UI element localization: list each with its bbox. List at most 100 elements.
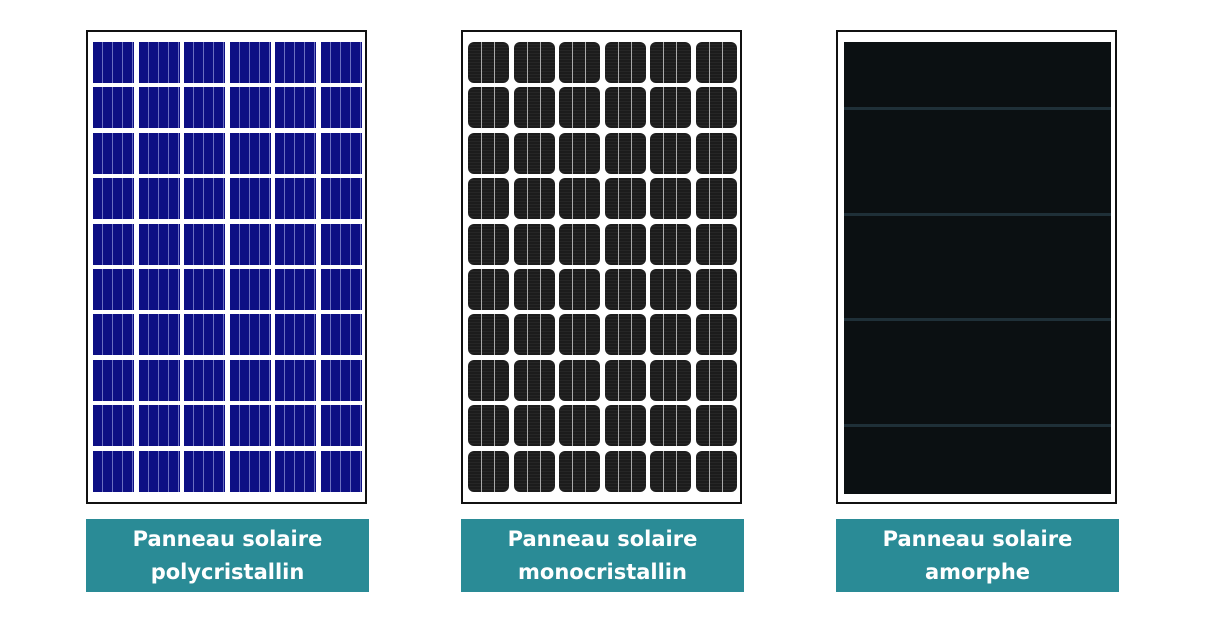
solar-cell <box>513 450 555 492</box>
solar-cell <box>229 223 271 265</box>
solar-cell <box>93 314 134 356</box>
solar-cell <box>559 269 600 310</box>
solar-cell <box>275 178 316 220</box>
solar-cell <box>320 405 362 447</box>
solar-cell <box>138 269 180 310</box>
section-divider <box>844 318 1111 322</box>
solar-cell <box>320 269 362 310</box>
solar-cell <box>559 178 600 220</box>
solar-cell <box>650 450 691 492</box>
solar-cell <box>559 359 600 401</box>
solar-cell <box>513 314 555 356</box>
solar-cell <box>93 223 134 265</box>
solar-cell <box>184 42 225 83</box>
solar-cell <box>604 87 646 129</box>
solar-cell <box>468 223 509 265</box>
solar-cell <box>229 405 271 447</box>
solar-cell <box>604 359 646 401</box>
solar-cell <box>695 87 737 129</box>
solar-cell <box>138 178 180 220</box>
solar-cell <box>604 405 646 447</box>
solar-cell <box>275 87 316 129</box>
solar-cell <box>604 314 646 356</box>
solar-cell <box>559 405 600 447</box>
solar-cell <box>513 405 555 447</box>
solar-cell <box>184 178 225 220</box>
solar-cell <box>604 269 646 310</box>
solar-cell <box>320 87 362 129</box>
solar-cell <box>275 405 316 447</box>
solar-cell <box>320 314 362 356</box>
solar-cell <box>320 178 362 220</box>
solar-cell <box>650 223 691 265</box>
solar-cell <box>93 269 134 310</box>
solar-cell <box>695 269 737 310</box>
section-divider <box>844 107 1111 110</box>
solar-cell <box>138 132 180 174</box>
solar-cell <box>604 178 646 220</box>
polycrystalline-panel-image <box>86 30 367 504</box>
solar-cell <box>184 223 225 265</box>
label-line1: Panneau solaire <box>507 526 698 551</box>
solar-cell <box>468 450 509 492</box>
solar-cell <box>559 42 600 83</box>
solar-cell <box>229 359 271 401</box>
solar-cell <box>184 359 225 401</box>
label-amorphous: Panneau solaire amorphe <box>836 519 1119 592</box>
solar-cell <box>138 450 180 492</box>
solar-cell <box>138 314 180 356</box>
solar-cell <box>695 405 737 447</box>
solar-cell <box>229 42 271 83</box>
solar-cell <box>695 178 737 220</box>
solar-cell <box>559 87 600 129</box>
solar-cell <box>138 223 180 265</box>
label-line1: Panneau solaire <box>882 526 1073 551</box>
solar-cell <box>275 223 316 265</box>
solar-cell <box>513 178 555 220</box>
solar-cell <box>559 132 600 174</box>
solar-cell <box>468 359 509 401</box>
solar-cell <box>650 178 691 220</box>
solar-cell <box>320 450 362 492</box>
solar-cell <box>93 87 134 129</box>
solar-cell <box>604 223 646 265</box>
solar-cell <box>275 359 316 401</box>
solar-cell <box>468 87 509 129</box>
solar-cell <box>184 405 225 447</box>
solar-cell <box>513 42 555 83</box>
solar-cell <box>93 450 134 492</box>
solar-cell <box>695 450 737 492</box>
label-line1: Panneau solaire <box>132 526 323 551</box>
solar-cell <box>229 450 271 492</box>
section-divider <box>844 212 1111 216</box>
solar-cell <box>320 42 362 83</box>
solar-cell <box>650 87 691 129</box>
solar-cell <box>695 223 737 265</box>
solar-cell <box>93 405 134 447</box>
amorphous-panel-image <box>836 30 1117 504</box>
solar-cell <box>138 359 180 401</box>
amorphous-film <box>844 42 1111 494</box>
label-monocrystalline: Panneau solaire monocristallin <box>461 519 744 592</box>
solar-cell <box>513 132 555 174</box>
solar-cell <box>468 314 509 356</box>
label-polycrystalline: Panneau solaire polycristallin <box>86 519 369 592</box>
solar-cell <box>138 87 180 129</box>
solar-cell <box>138 42 180 83</box>
solar-cell <box>513 359 555 401</box>
solar-cell <box>468 269 509 310</box>
solar-cell <box>468 132 509 174</box>
solar-cell <box>468 42 509 83</box>
solar-cell <box>93 359 134 401</box>
solar-cell <box>559 450 600 492</box>
solar-cell <box>93 132 134 174</box>
solar-cell <box>275 269 316 310</box>
solar-cell <box>604 450 646 492</box>
solar-cell <box>695 132 737 174</box>
solar-cell <box>513 87 555 129</box>
solar-cell <box>229 178 271 220</box>
solar-cell <box>559 314 600 356</box>
solar-cell <box>320 359 362 401</box>
solar-cell <box>275 42 316 83</box>
solar-cell <box>695 42 737 83</box>
